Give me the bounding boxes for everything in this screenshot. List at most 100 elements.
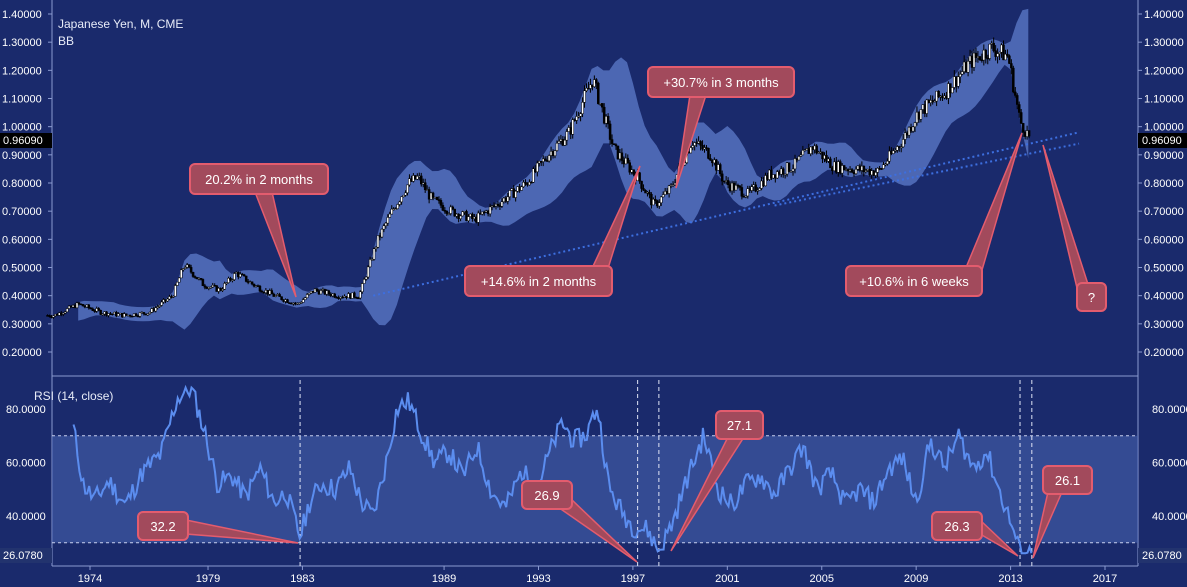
callout-rsi-4-text: 26.3 bbox=[944, 519, 969, 534]
candle-body bbox=[907, 127, 911, 136]
candle-body bbox=[414, 175, 417, 180]
candle-body bbox=[252, 283, 256, 287]
candle-body bbox=[83, 305, 87, 308]
candle-body bbox=[778, 171, 781, 175]
candle-body bbox=[815, 145, 818, 154]
candle-body bbox=[429, 192, 433, 200]
candle-body bbox=[309, 290, 313, 294]
candle-body bbox=[966, 61, 970, 73]
candle-body bbox=[909, 127, 913, 132]
candle-body bbox=[620, 152, 624, 161]
candle-body bbox=[838, 161, 842, 174]
candle-body bbox=[122, 313, 126, 318]
candle-body bbox=[48, 315, 51, 317]
candle-body bbox=[600, 103, 604, 108]
candle-body bbox=[89, 307, 93, 310]
candle-body bbox=[1027, 130, 1031, 137]
candle-body bbox=[656, 200, 659, 207]
candle-body bbox=[575, 116, 578, 121]
candle-body bbox=[701, 144, 704, 150]
candle-body bbox=[715, 159, 718, 171]
candle-body bbox=[931, 100, 934, 103]
candle-body bbox=[471, 213, 474, 219]
price-tick-label-right: 0.60000 bbox=[1144, 234, 1184, 246]
candle-body bbox=[264, 290, 268, 293]
candle-body bbox=[884, 163, 887, 166]
chart-panes bbox=[51, 0, 1139, 567]
candle-body bbox=[341, 296, 344, 299]
candle-body bbox=[95, 308, 98, 312]
candle-body bbox=[241, 273, 244, 276]
candle-body bbox=[288, 302, 291, 304]
candle-body bbox=[599, 103, 602, 105]
candle-body bbox=[303, 297, 307, 300]
candle-body bbox=[329, 293, 333, 297]
price-tick-label-left: 1.10000 bbox=[2, 94, 42, 106]
candle-body bbox=[323, 289, 327, 295]
candle-body bbox=[360, 283, 364, 293]
candle-body bbox=[742, 196, 746, 198]
candle-body bbox=[286, 299, 289, 303]
candle-body bbox=[461, 211, 464, 217]
candle-body bbox=[764, 175, 767, 187]
candle-body bbox=[457, 213, 460, 219]
price-tick-label-right: 0.80000 bbox=[1144, 178, 1184, 190]
candle-body bbox=[746, 188, 750, 197]
candle-body bbox=[760, 180, 763, 189]
candle-body bbox=[872, 170, 875, 176]
candle-body bbox=[868, 168, 871, 176]
candle-body bbox=[296, 302, 299, 305]
candle-body bbox=[1019, 112, 1023, 124]
candle-body bbox=[1021, 123, 1025, 133]
candle-body bbox=[180, 269, 183, 279]
candle-body bbox=[567, 127, 571, 132]
candle-body bbox=[817, 152, 820, 154]
callout-price-5: ? bbox=[1042, 144, 1107, 312]
candle-body bbox=[237, 272, 240, 278]
candle-body bbox=[142, 312, 146, 315]
callout-price-5-text: ? bbox=[1088, 290, 1095, 305]
candle-body bbox=[831, 167, 834, 171]
candle-body bbox=[953, 76, 956, 88]
candle-body bbox=[888, 150, 891, 162]
candle-body bbox=[697, 141, 700, 144]
price-tick-label-left: 0.50000 bbox=[2, 263, 42, 275]
candle-body bbox=[848, 169, 852, 172]
candle-body bbox=[453, 208, 456, 217]
rsi-marker-label: 26.0780 bbox=[1142, 550, 1182, 562]
candle-body bbox=[811, 146, 814, 151]
candle-body bbox=[553, 150, 557, 157]
candle-body bbox=[988, 43, 991, 59]
candle-body bbox=[248, 281, 252, 284]
candle-body bbox=[581, 102, 584, 114]
price-tick-label-right: 0.30000 bbox=[1144, 319, 1184, 331]
candle-body bbox=[488, 206, 492, 215]
candle-body bbox=[726, 180, 730, 185]
candle-body bbox=[874, 172, 877, 176]
x-tick-label: 1989 bbox=[432, 573, 456, 585]
candle-body bbox=[292, 302, 295, 305]
candle-body bbox=[1023, 132, 1027, 137]
candle-body bbox=[50, 316, 53, 318]
candle-body bbox=[870, 170, 873, 176]
candle-body bbox=[654, 199, 657, 201]
candle-body bbox=[1014, 91, 1017, 96]
candle-body bbox=[435, 196, 439, 200]
candle-body bbox=[827, 158, 830, 162]
candle-body bbox=[244, 275, 248, 282]
candle-body bbox=[339, 296, 342, 299]
candle-body bbox=[935, 90, 938, 102]
candle-body bbox=[992, 42, 995, 51]
candle-body bbox=[256, 285, 260, 287]
candle-body bbox=[69, 305, 73, 308]
candle-body bbox=[378, 235, 382, 238]
candle-body bbox=[659, 196, 663, 204]
candle-body bbox=[396, 204, 399, 209]
candle-body bbox=[990, 42, 993, 45]
candle-body bbox=[964, 61, 968, 73]
callout-price-2: +14.6% in 2 months bbox=[464, 165, 641, 297]
candle-body bbox=[494, 203, 498, 207]
candle-body bbox=[663, 191, 667, 195]
candle-body bbox=[996, 53, 999, 57]
candle-body bbox=[290, 302, 293, 305]
